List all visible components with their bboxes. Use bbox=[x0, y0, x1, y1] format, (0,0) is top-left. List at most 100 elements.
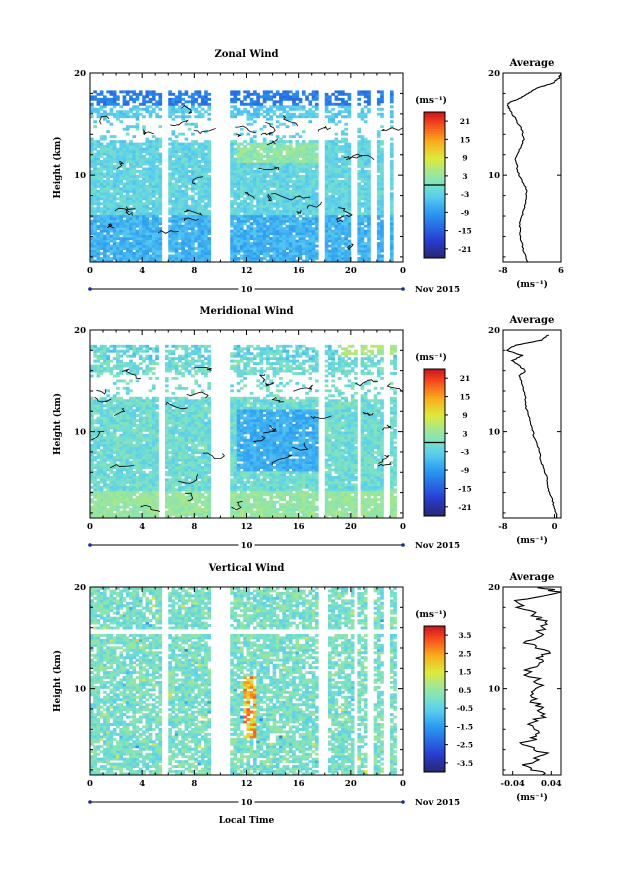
heatmap-cell bbox=[337, 90, 342, 94]
heatmap-cell bbox=[285, 219, 290, 223]
heatmap-cell bbox=[262, 202, 267, 206]
heatmap-cell bbox=[389, 169, 394, 173]
heatmap-cell bbox=[256, 239, 260, 243]
heatmap-cell bbox=[93, 244, 97, 248]
heatmap-cell bbox=[376, 214, 381, 218]
heatmap-cell bbox=[116, 247, 120, 250]
profile-title: Average bbox=[509, 58, 555, 69]
heatmap-cell bbox=[256, 259, 260, 263]
heatmap-cell bbox=[135, 95, 140, 99]
heatmap-cell bbox=[145, 204, 150, 208]
heatmap-cell bbox=[305, 207, 309, 211]
heatmap-cell bbox=[106, 157, 110, 161]
heatmap-cell bbox=[145, 145, 150, 149]
heatmap-cell bbox=[151, 174, 156, 178]
heatmap-cell bbox=[347, 105, 352, 109]
heatmap-cell bbox=[171, 160, 176, 163]
heatmap-cell bbox=[288, 199, 293, 203]
heatmap-cell bbox=[109, 404, 114, 408]
heatmap-cell bbox=[308, 207, 313, 211]
heatmap-cell bbox=[184, 145, 189, 149]
heatmap-cell bbox=[308, 199, 313, 203]
heatmap-cell bbox=[282, 252, 287, 255]
heatmap-cell bbox=[334, 214, 339, 218]
heatmap-cell bbox=[204, 130, 208, 134]
heatmap-cell bbox=[119, 458, 123, 462]
heatmap-cell bbox=[194, 254, 198, 258]
heatmap-cell bbox=[207, 242, 212, 245]
heatmap-cell bbox=[129, 187, 133, 191]
heatmap-cell bbox=[138, 102, 143, 106]
heatmap-cell bbox=[236, 229, 241, 233]
heatmap-cell bbox=[125, 187, 130, 191]
heatmap-cell bbox=[158, 162, 163, 166]
heatmap-cell bbox=[106, 463, 110, 467]
heatmap-cell bbox=[314, 140, 319, 144]
heatmap-cell bbox=[363, 160, 368, 163]
heatmap-cell bbox=[331, 202, 335, 206]
heatmap-cell bbox=[122, 426, 127, 430]
heatmap-cell bbox=[90, 419, 94, 422]
heatmap-cell bbox=[239, 187, 244, 191]
heatmap-cell bbox=[239, 100, 244, 104]
heatmap-cell bbox=[347, 160, 352, 163]
heatmap-cell bbox=[246, 254, 251, 258]
heatmap-cell bbox=[135, 110, 140, 114]
heatmap-cell bbox=[288, 174, 293, 178]
heatmap-cell bbox=[295, 132, 300, 136]
heatmap-cell bbox=[272, 217, 277, 221]
heatmap-cell bbox=[116, 249, 120, 253]
heatmap-cell bbox=[279, 157, 283, 161]
heatmap-cell bbox=[168, 100, 172, 104]
heatmap-cell bbox=[132, 147, 137, 151]
heatmap-cell bbox=[119, 115, 123, 119]
heatmap-cell bbox=[305, 212, 309, 216]
heatmap-cell bbox=[282, 217, 287, 221]
heatmap-cell bbox=[187, 257, 192, 260]
heatmap-cell bbox=[174, 199, 179, 203]
heatmap-cell bbox=[103, 362, 107, 366]
heatmap-cell bbox=[246, 232, 251, 236]
heatmap-cell bbox=[184, 172, 189, 176]
heatmap-cell bbox=[103, 187, 107, 191]
heatmap-cell bbox=[236, 97, 241, 101]
heatmap-cell bbox=[262, 90, 267, 94]
heatmap-cell bbox=[145, 147, 150, 151]
heatmap-cell bbox=[246, 237, 251, 241]
heatmap-cell bbox=[138, 162, 143, 166]
heatmap-cell bbox=[158, 100, 163, 104]
heatmap-cell bbox=[112, 471, 117, 474]
heatmap-cell bbox=[308, 112, 313, 116]
heatmap-cell bbox=[328, 147, 332, 151]
heatmap-cell bbox=[363, 179, 368, 183]
heatmap-cell bbox=[308, 227, 313, 231]
heatmap-cell bbox=[99, 495, 104, 499]
heatmap-cell bbox=[301, 130, 306, 134]
heatmap-cell bbox=[331, 147, 335, 151]
heatmap-cell bbox=[360, 242, 365, 245]
heatmap-cell bbox=[295, 219, 300, 223]
heatmap-cell bbox=[155, 179, 159, 183]
heatmap-cell bbox=[93, 500, 97, 504]
heatmap-cell bbox=[122, 431, 127, 435]
heatmap-cell bbox=[239, 142, 244, 146]
heatmap-cell bbox=[363, 259, 368, 263]
heatmap-cell bbox=[298, 257, 303, 260]
heatmap-cell bbox=[168, 177, 172, 181]
heatmap-cell bbox=[112, 239, 117, 243]
heatmap-cell bbox=[347, 177, 352, 181]
heatmap-cell bbox=[314, 214, 319, 218]
heatmap-cell bbox=[171, 132, 176, 136]
heatmap-cell bbox=[174, 150, 179, 153]
heatmap-cell bbox=[119, 142, 123, 146]
heatmap-cell bbox=[90, 399, 94, 403]
heatmap-cell bbox=[239, 112, 244, 116]
heatmap-cell bbox=[119, 252, 123, 255]
heatmap-cell bbox=[194, 222, 198, 226]
heatmap-cell bbox=[158, 202, 163, 206]
heatmap-cell bbox=[249, 202, 254, 206]
heatmap-cell bbox=[269, 167, 273, 171]
heatmap-cell bbox=[142, 177, 146, 181]
heatmap-cell bbox=[103, 483, 107, 487]
heatmap-cell bbox=[363, 212, 368, 216]
